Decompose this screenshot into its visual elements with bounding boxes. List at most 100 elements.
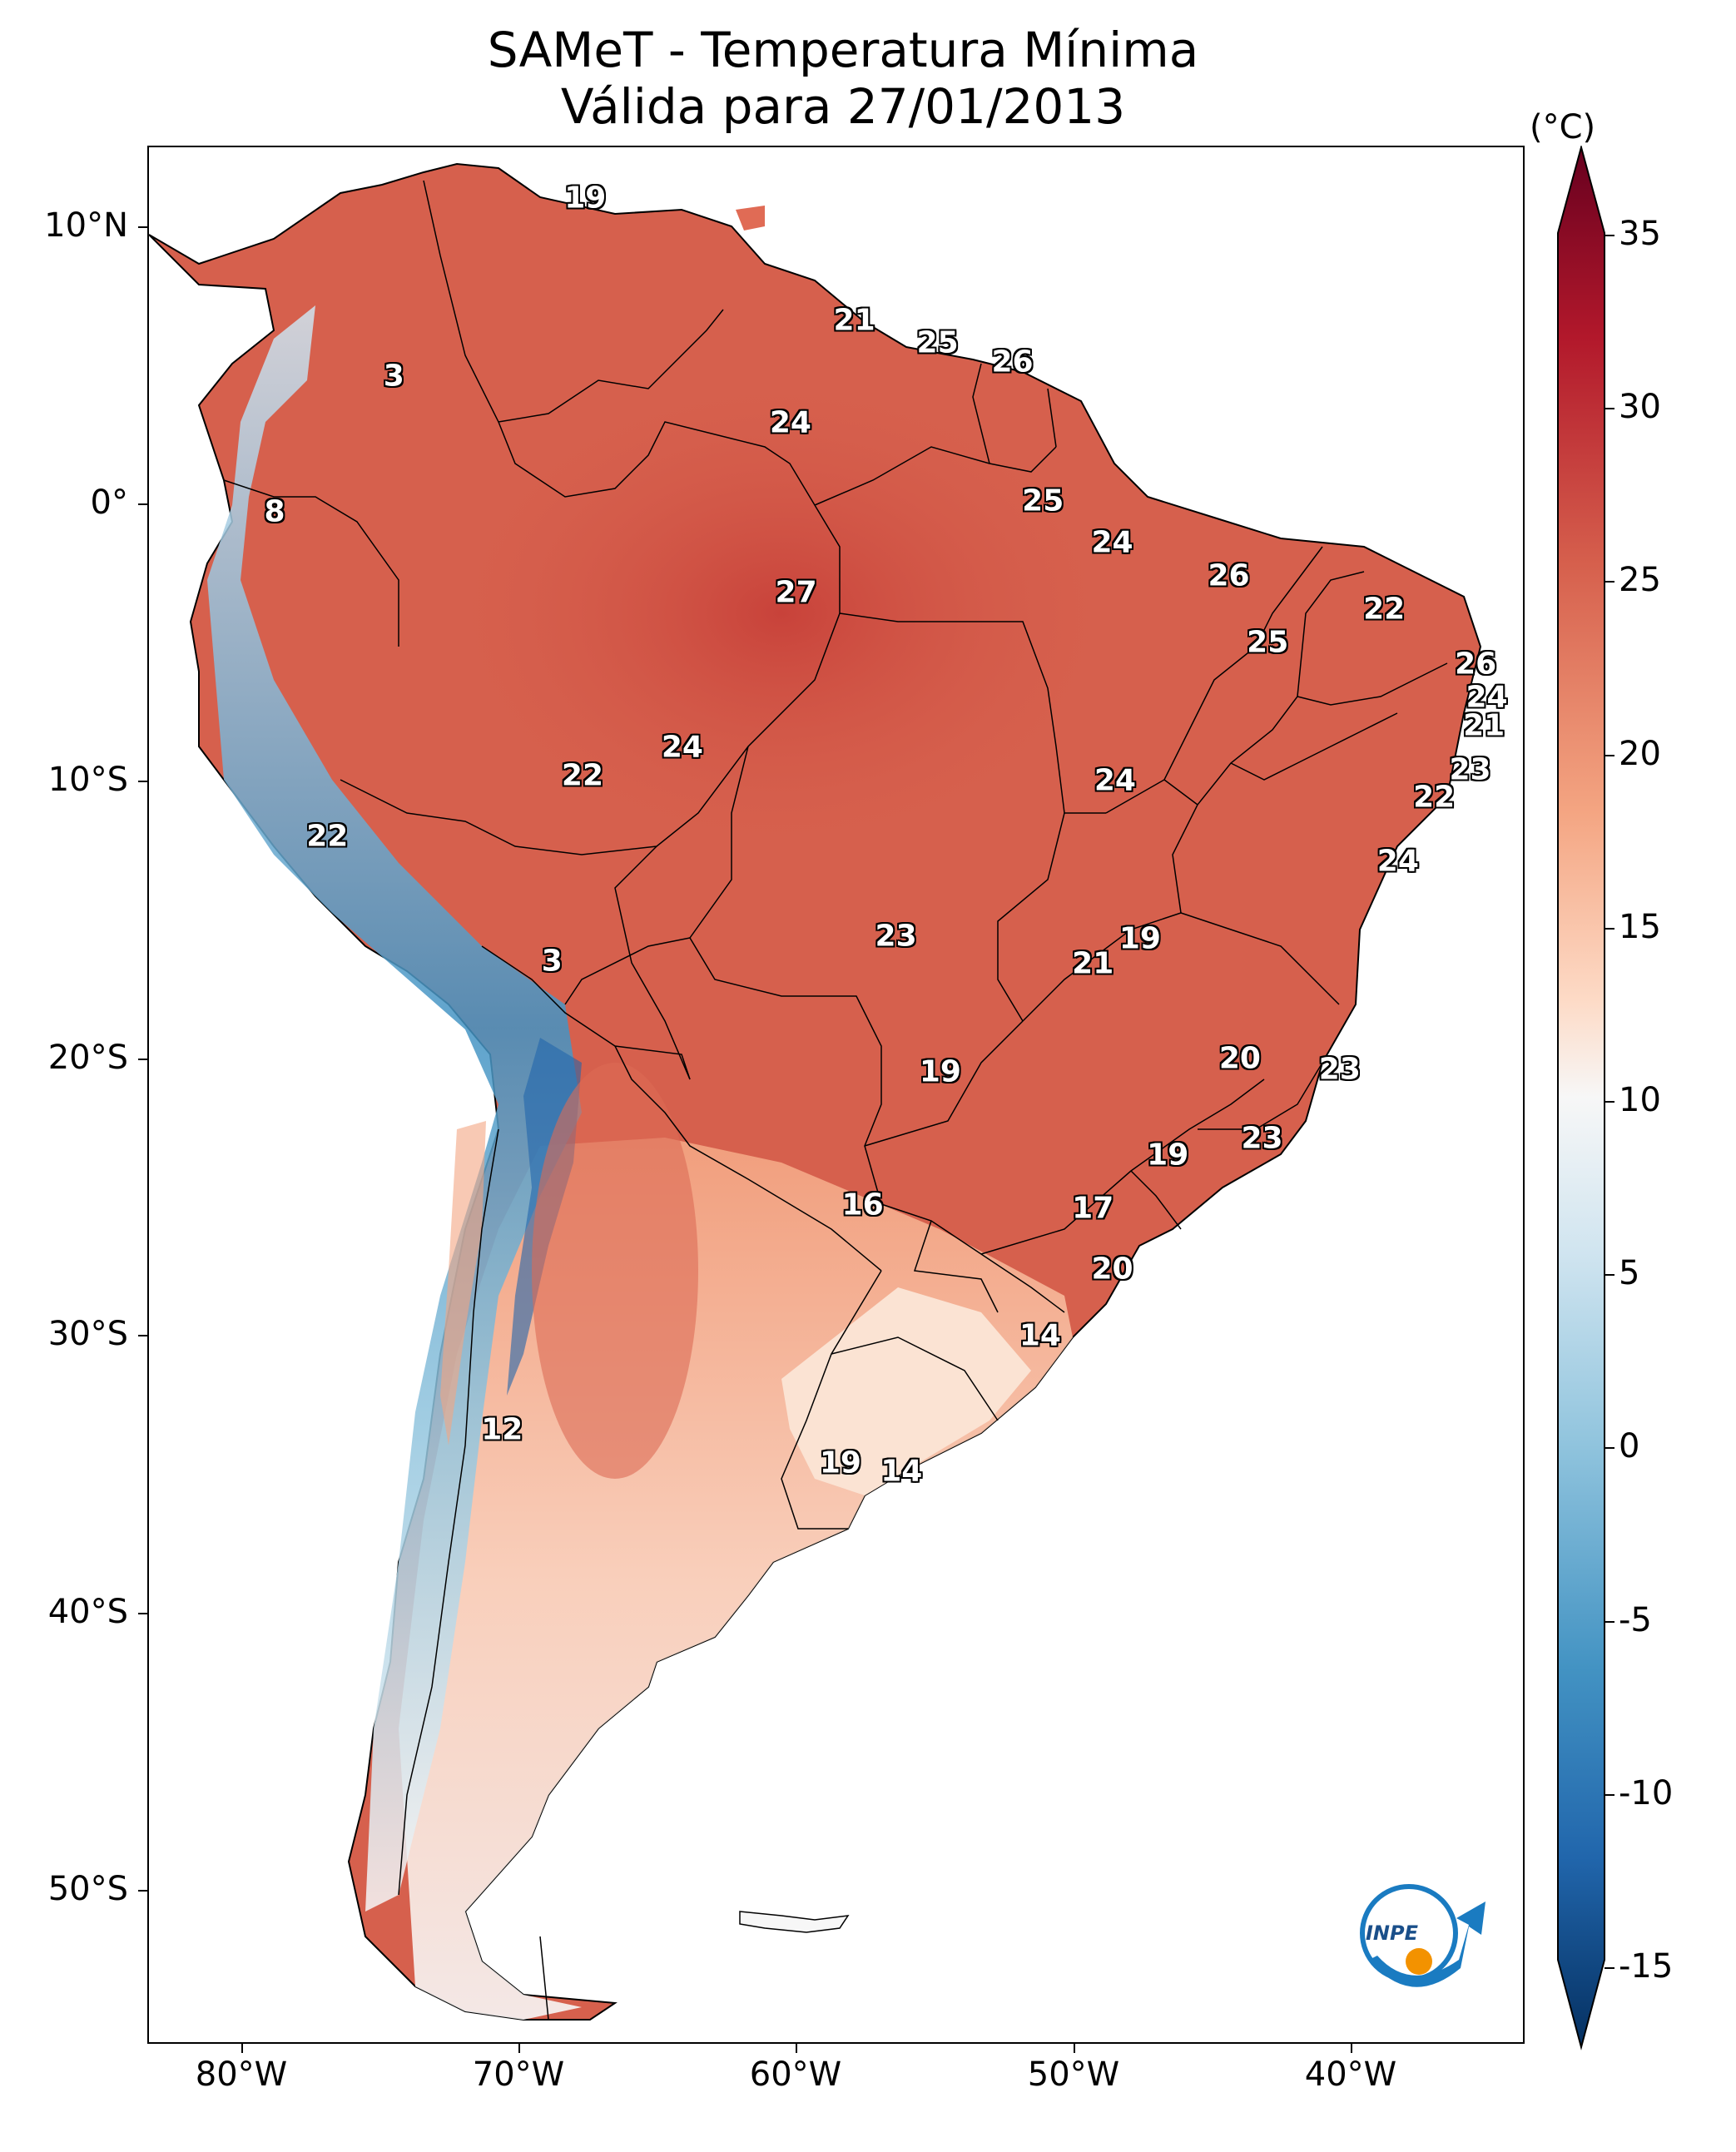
temperature-value-label: 20 (1218, 1041, 1261, 1076)
lon-label-80w: 80°W (195, 2055, 288, 2094)
lon-tick (518, 2044, 520, 2053)
chaco-warm-region (532, 1063, 698, 1479)
lat-tick (138, 781, 147, 782)
temperature-value-label: 22 (561, 758, 604, 793)
lon-tick (241, 2044, 243, 2053)
lon-label-60w: 60°W (749, 2055, 842, 2094)
lat-tick (138, 1613, 147, 1614)
cb-tick (1605, 408, 1614, 409)
colorbar-label-35: 35 (1619, 215, 1661, 253)
colorbar-label-20: 20 (1619, 735, 1661, 773)
caribbean-islands (736, 206, 765, 231)
colorbar-label-neg5: -5 (1619, 1601, 1652, 1639)
lat-tick (138, 1059, 147, 1060)
temperature-value-label: 23 (1241, 1121, 1283, 1156)
temperature-value-label: 14 (880, 1454, 923, 1489)
cb-tick (1605, 1447, 1614, 1449)
temperature-value-label: 26 (1455, 647, 1497, 682)
temperature-value-label: 19 (1118, 921, 1161, 956)
colorbar-label-10: 10 (1619, 1081, 1661, 1119)
pampas-light-region (781, 1287, 1031, 1495)
falklands-islands (739, 1911, 850, 1933)
temperature-value-label: 19 (564, 181, 607, 216)
temperature-value-label: 24 (1466, 680, 1508, 715)
colorbar-label-25: 25 (1619, 561, 1661, 599)
temperature-field (149, 162, 1482, 2021)
temperature-value-label: 26 (1208, 558, 1250, 593)
temperature-value-label: 21 (1463, 708, 1505, 743)
temperature-value-label: 23 (875, 919, 917, 954)
temperature-colorbar (1557, 146, 1605, 2050)
temperature-value-label: 17 (1072, 1191, 1114, 1226)
lon-label-50w: 50°W (1027, 2055, 1120, 2094)
map-subtitle: Válida para 27/01/2013 (560, 78, 1126, 135)
temperature-value-label: 21 (833, 303, 875, 338)
temperature-value-label: 24 (769, 405, 811, 440)
lat-label-50s: 50°S (47, 1870, 128, 1908)
lat-tick (138, 1335, 147, 1336)
lat-tick (138, 226, 147, 228)
temperature-value-label: 12 (481, 1412, 523, 1447)
temperature-value-label: 22 (1363, 592, 1406, 627)
cb-tick (1605, 1274, 1614, 1276)
country-borders (223, 180, 1448, 2021)
cb-tick (1605, 1101, 1614, 1103)
lat-label-20s: 20°S (47, 1039, 128, 1077)
temperature-value-label: 27 (775, 575, 817, 610)
temperature-value-label: 19 (919, 1054, 961, 1089)
colorbar-label-0: 0 (1619, 1427, 1640, 1465)
lat-tick (138, 503, 147, 505)
andes-cold-band (207, 305, 582, 1912)
cb-tick (1605, 1794, 1614, 1796)
temperature-value-label: 24 (1094, 763, 1136, 798)
temperature-value-label: 8 (264, 494, 285, 529)
temperature-value-label: 22 (1413, 780, 1456, 815)
lat-label-10s: 10°S (47, 761, 128, 799)
temperature-value-label: 26 (991, 345, 1034, 379)
cb-tick (1605, 1621, 1614, 1623)
temperature-value-label: 3 (541, 944, 563, 979)
lon-label-70w: 70°W (472, 2055, 565, 2094)
cb-tick (1605, 1967, 1614, 1969)
temperature-value-label: 24 (1376, 844, 1419, 879)
north-chile-warm-strip (440, 1121, 486, 1445)
temperature-value-label: 25 (1247, 625, 1289, 660)
map-title: SAMeT - Temperatura Mínima (487, 22, 1199, 78)
lat-label-30s: 30°S (47, 1315, 128, 1353)
temperature-value-label: 25 (1022, 483, 1064, 518)
colorbar-unit: (°C) (1530, 108, 1596, 146)
temperature-value-label: 25 (916, 325, 959, 360)
inpe-logo: INPE (1360, 1884, 1486, 1987)
colorbar-label-neg15: -15 (1619, 1947, 1674, 1986)
svg-text:INPE: INPE (1366, 1921, 1419, 1945)
map-area (147, 146, 1525, 2044)
cb-tick (1605, 928, 1614, 930)
temperature-value-label: 16 (841, 1188, 884, 1222)
lon-tick (796, 2044, 797, 2053)
cb-tick (1605, 235, 1614, 236)
colorbar-label-15: 15 (1619, 908, 1661, 946)
temperature-value-label: 24 (661, 730, 703, 765)
colorbar-label-30: 30 (1619, 388, 1661, 426)
colorbar-label-neg10: -10 (1619, 1774, 1674, 1812)
lat-label-40s: 40°S (47, 1593, 128, 1631)
cb-tick (1605, 755, 1614, 756)
cb-tick (1605, 581, 1614, 583)
lon-tick (1074, 2044, 1075, 2053)
temperature-value-label: 23 (1318, 1052, 1361, 1087)
lat-label-10n: 10°N (44, 206, 128, 245)
lat-label-0: 0° (90, 483, 128, 522)
temperature-value-label: 14 (1019, 1318, 1061, 1353)
temperature-value-label: 19 (1147, 1138, 1189, 1173)
temperature-value-label: 21 (1072, 946, 1114, 981)
temperature-value-label: 19 (819, 1445, 861, 1480)
temperature-value-label: 20 (1091, 1252, 1133, 1287)
amazon-warm-core (432, 364, 1131, 863)
temperature-value-label: 23 (1449, 752, 1491, 787)
temperature-value-label: 3 (383, 359, 404, 394)
temperature-value-label: 24 (1091, 525, 1133, 560)
lon-tick (1351, 2044, 1352, 2053)
lon-label-40w: 40°W (1304, 2055, 1397, 2094)
temperature-value-label: 22 (306, 819, 349, 854)
colorbar-label-5: 5 (1619, 1254, 1640, 1292)
